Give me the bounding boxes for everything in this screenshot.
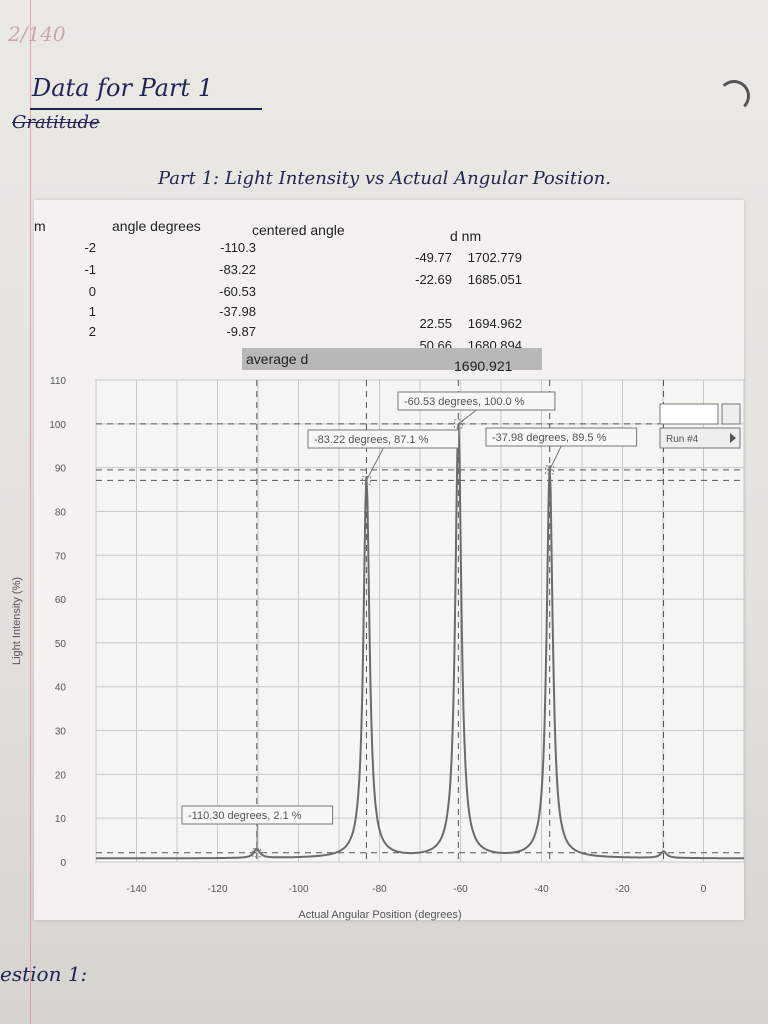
average-label: average d [246,351,309,367]
annotation-label: -110.30 degrees, 2.1 % [188,810,302,822]
struck-word: Gratitude [12,112,100,133]
y-tick-label: 50 [55,639,67,650]
run-selector [659,427,741,449]
x-tick-label: -140 [126,884,146,895]
col-header-d: d nm [450,228,482,244]
x-tick-label: 0 [701,884,707,895]
annotation-label: -37.98 degrees, 89.5 % [492,432,607,444]
cell-angle: -110.3 [220,240,256,255]
intensity-trace [95,423,744,860]
col-header-centered: centered angle [252,222,345,238]
chart-axes: 0 10 20 30 40 50 60 70 80 90 100 110 -140 -120 -100 -80… [11,376,744,921]
run-label: Run #4 [666,434,699,445]
y-tick-label: 70 [55,551,67,562]
y-tick-label: 10 [55,814,67,825]
cell-centered: -22.69 [415,272,452,287]
average-bar [242,348,542,370]
x-axis-label: Actual Angular Position (degrees) [298,909,461,921]
heading-underline [30,108,262,110]
cell-angle: -83.22 [219,262,256,277]
header-note: 2/140 [8,22,66,46]
y-tick-label: 110 [50,376,66,387]
y-tick-label: 90 [55,464,67,475]
margin-line [30,0,31,1024]
cell-m: 2 [88,324,96,339]
cell-angle: -9.87 [226,324,256,339]
cell-centered: 22.55 [419,316,452,331]
cell-m: 1 [88,304,96,319]
x-tick-label: -100 [288,884,308,895]
y-axis-label: Light Intensity (%) [11,577,23,665]
cell-m: 0 [88,284,96,299]
y-tick-label: 60 [55,595,67,606]
annotation-marker [252,848,262,858]
cell-m: -2 [84,240,96,255]
cell-d: 1702.779 [467,250,522,265]
cell-angle: -60.53 [219,284,256,299]
x-tick-label: -80 [372,884,387,895]
y-tick-label: 0 [60,858,66,869]
y-tick-label: 80 [55,507,67,518]
annotation-label: -60.53 degrees, 100.0 % [404,396,525,408]
page-heading: Data for Part 1 [32,74,213,102]
col-header-m: m [34,218,46,234]
annotation-leader [256,823,258,853]
x-tick-label: -20 [615,884,630,895]
annotation-marker [361,475,371,485]
x-tick-label: -60 [453,884,468,895]
run-spin-box [721,403,741,425]
cell-d: 1694.962 [467,316,522,331]
y-tick-label: 30 [55,727,67,738]
cell-angle: -37.98 [219,304,256,319]
x-tick-label: -120 [207,884,227,895]
run-arrow-icon [730,433,736,443]
cell-centered: -49.77 [415,250,452,265]
annotation-marker [453,419,463,429]
footer-note: estion 1: [0,962,88,986]
col-header-angle: angle degrees [112,218,201,234]
chart-grid [95,379,745,863]
chart-trace [95,423,744,860]
chart-subtitle: Part 1: Light Intensity vs Actual Angula… [158,168,612,189]
cell-d: 1685.051 [467,272,522,287]
annotation-leader [458,409,477,425]
run-blank-box [659,403,719,425]
cell-m: -1 [84,262,96,277]
y-tick-label: 20 [55,770,67,781]
annotation-label: -83.22 degrees, 87.1 % [314,434,429,446]
average-value: 1690.921 [454,358,513,374]
y-tick-label: 40 [55,683,67,694]
y-tick-label: 100 [49,420,66,431]
annotation-leader [366,447,384,481]
x-tick-label: -40 [534,884,549,895]
chart-annotations: -60.53 degrees, 100.0 % -83.22 degrees, 8… [181,391,741,858]
binder-hole [718,80,750,112]
annotation-marker [545,465,555,475]
